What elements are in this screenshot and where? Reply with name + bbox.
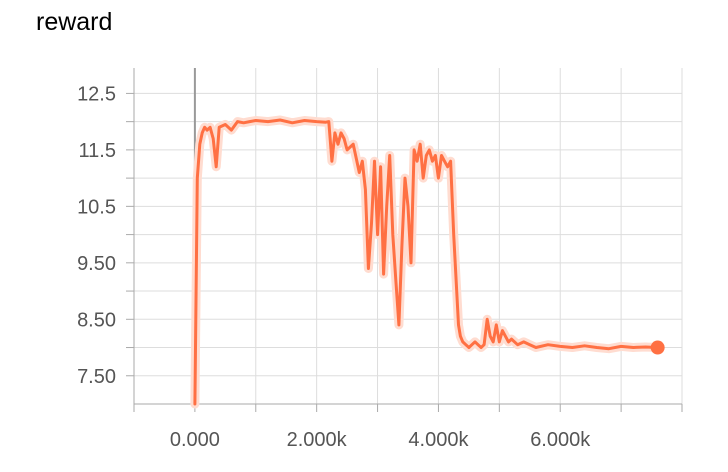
end-markers [650, 340, 665, 355]
y-tick-label: 7.50 [77, 366, 116, 388]
x-tick-label: 2.000k [287, 429, 348, 451]
y-tick-label: 10.5 [77, 196, 116, 218]
x-tick-label: 6.000k [530, 429, 591, 451]
chart-title: reward [36, 8, 113, 36]
y-tick-label: 9.50 [77, 253, 116, 275]
series-lines [193, 118, 660, 406]
tick-labels: 0.000 2.000k 4.000k 6.000k 7.50 8.50 9.50 10.5 1… [77, 83, 591, 451]
y-tick-label: 12.5 [77, 83, 116, 105]
end-marker [650, 340, 665, 355]
y-tick-label: 11.5 [79, 140, 116, 162]
series-line [193, 118, 660, 406]
y-tick-label: 8.50 [77, 309, 116, 331]
x-tick-label: 0.000 [170, 429, 220, 451]
x-tick-label: 4.000k [408, 429, 469, 451]
